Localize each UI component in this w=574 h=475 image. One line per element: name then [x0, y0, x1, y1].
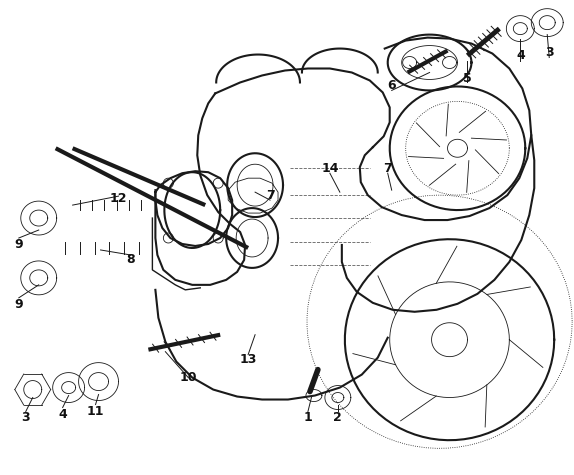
Text: 11: 11 [87, 405, 104, 418]
Text: 12: 12 [110, 191, 127, 205]
Text: 9: 9 [14, 238, 23, 251]
Text: 4: 4 [516, 49, 525, 62]
Text: 7: 7 [266, 189, 274, 201]
Text: 7: 7 [383, 162, 392, 175]
Text: 14: 14 [321, 162, 339, 175]
Text: 3: 3 [21, 411, 30, 424]
Text: 4: 4 [59, 408, 67, 421]
Text: 6: 6 [387, 79, 396, 92]
Text: 13: 13 [239, 353, 257, 366]
Text: 8: 8 [126, 254, 135, 266]
Text: 3: 3 [545, 46, 553, 59]
Text: 5: 5 [463, 72, 472, 85]
Text: 9: 9 [14, 298, 23, 311]
Text: 2: 2 [333, 411, 342, 424]
Text: 10: 10 [180, 371, 197, 384]
Text: 1: 1 [304, 411, 312, 424]
